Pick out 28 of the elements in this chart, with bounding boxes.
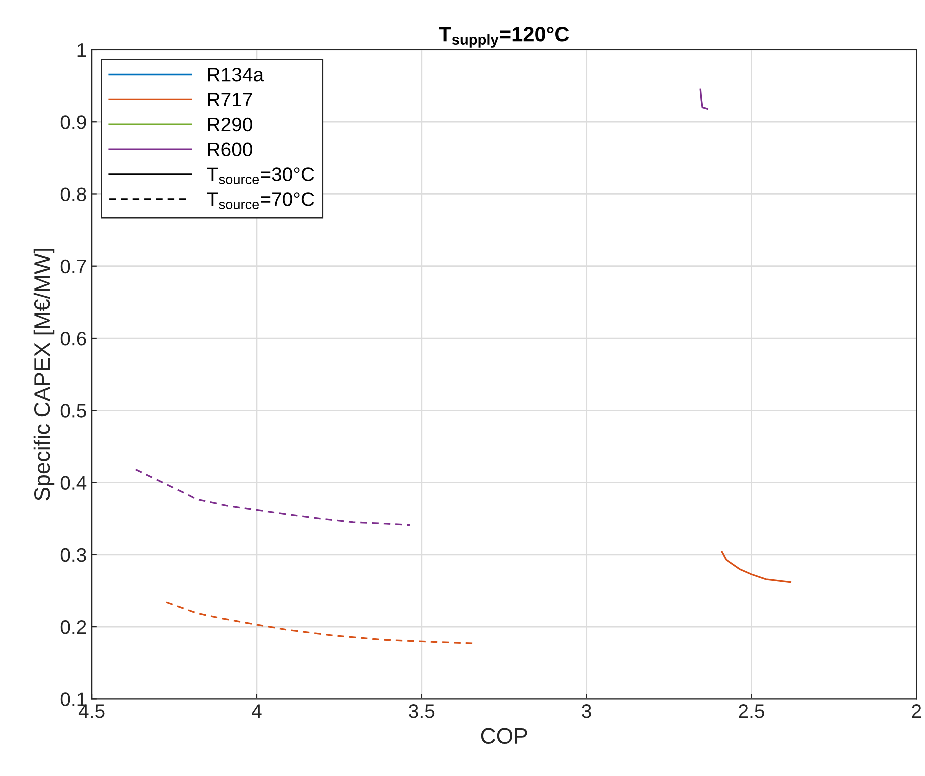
legend-label: R290 <box>208 118 252 132</box>
y-tick-label: 0.2 <box>60 620 86 634</box>
x-axis-title: COP <box>481 728 528 744</box>
y-tick-label: 0.9 <box>60 116 86 130</box>
line-series <box>135 468 411 526</box>
chart-title: T$_{supply}$=120°C <box>439 27 570 48</box>
legend-label: R717 <box>208 93 252 106</box>
y-tick-label: 0.8 <box>60 188 86 202</box>
x-tick-label: 3 <box>582 704 592 718</box>
x-tick-label: 4.5 <box>78 704 105 718</box>
y-tick-label: 0.6 <box>60 332 86 346</box>
y-tick-label: 0.7 <box>60 260 86 274</box>
y-tick-label: 0.4 <box>60 476 87 490</box>
y-tick-label: 1 <box>78 44 86 58</box>
x-tick-label: 2.5 <box>739 704 764 718</box>
legend-label: T$_{source}$=70°C <box>207 192 314 210</box>
line-series <box>721 551 792 584</box>
legend-label: R134a <box>208 68 264 82</box>
y-axis-title: Specific CAPEX [M€/MW] <box>34 248 55 501</box>
legend-label: R600 <box>208 142 252 157</box>
y-tick-label: 0.3 <box>60 548 86 562</box>
x-tick-label: 4 <box>252 704 262 718</box>
line-series <box>700 88 708 110</box>
y-tick-label: 0.1 <box>60 692 86 706</box>
x-tick-label: 2 <box>912 704 922 718</box>
x-tick-label: 3.5 <box>409 704 435 718</box>
y-tick-label: 0.5 <box>60 404 86 418</box>
legend-label: T$_{source}$=30°C <box>207 168 314 184</box>
